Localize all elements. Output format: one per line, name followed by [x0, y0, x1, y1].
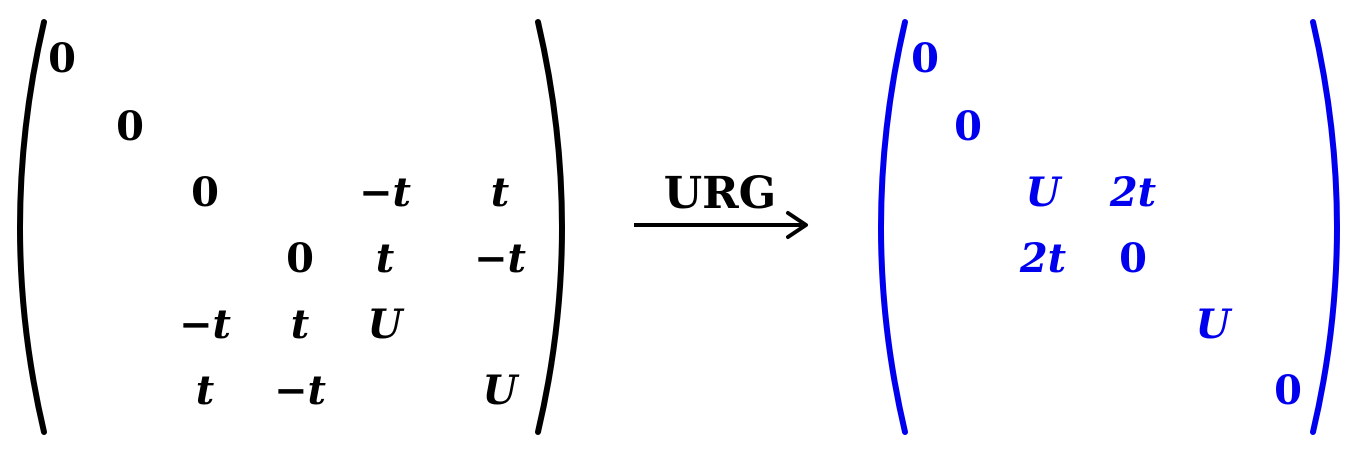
left-matrix-cell-r6-c6: U: [483, 367, 520, 414]
left-matrix-cell-r4-c5: t: [376, 235, 395, 282]
right-matrix-cell-r1-c1: 0: [911, 35, 939, 82]
right-matrix-close-paren: [1310, 19, 1340, 435]
left-matrix-cell-r5-c3: −t: [179, 301, 232, 348]
left-matrix-cell-r4-c6: −t: [474, 235, 527, 282]
right-matrix-cell-r2-c2: 0: [954, 103, 982, 150]
left-matrix-cell-r4-c4: 0: [286, 235, 314, 282]
urg-arrow: URG: [634, 168, 808, 239]
right-matrix-cell-r3-c3: U: [1026, 169, 1063, 216]
left-matrix-open-paren: [17, 19, 47, 435]
right-matrix-open-paren: [878, 19, 908, 435]
urg-label: URG: [664, 168, 777, 219]
right-matrix-cell-r6-c6: 0: [1274, 367, 1302, 414]
right-matrix-cell-r4-c3: 2t: [1019, 235, 1067, 282]
left-matrix-cell-r3-c5: −t: [359, 169, 412, 216]
left-matrix-cell-r2-c2: 0: [116, 103, 144, 150]
left-matrix: 000 −t t0 t −t−t t Ut −t U: [17, 19, 565, 435]
left-matrix-cell-r5-c5: U: [368, 301, 405, 348]
right-matrix-cell-r3-c4: 2t: [1109, 169, 1157, 216]
left-matrix-cell-r3-c3: 0: [191, 169, 219, 216]
left-matrix-cell-r6-c3: t: [196, 367, 215, 414]
left-matrix-cell-r5-c4: t: [291, 301, 310, 348]
left-matrix-cells: 000 −t t0 t −t−t t Ut −t U: [48, 35, 526, 414]
arrow-head-icon: [786, 211, 808, 239]
left-matrix-cell-r1-c1: 0: [48, 35, 76, 82]
left-matrix-cell-r6-c4: −t: [274, 367, 327, 414]
right-matrix-cell-r4-c4: 0: [1119, 235, 1147, 282]
left-matrix-close-paren: [535, 19, 565, 435]
right-matrix-cell-r5-c5: U: [1196, 301, 1233, 348]
left-matrix-cell-r3-c6: t: [491, 169, 510, 216]
